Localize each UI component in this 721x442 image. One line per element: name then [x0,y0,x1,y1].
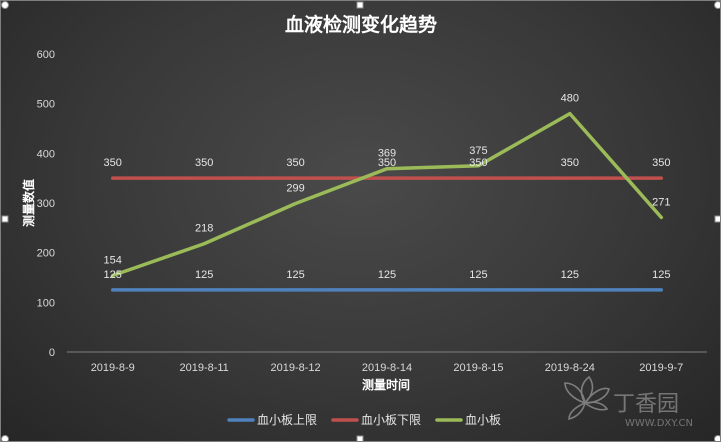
data-label: 125 [652,269,670,281]
resize-handle-bottom-right[interactable] [714,435,721,442]
data-label: 350 [286,157,304,169]
y-tick-label: 400 [37,148,55,160]
dxy-leaf-logo-icon [564,375,610,421]
resize-handle-top-left[interactable] [1,1,9,9]
data-label: 271 [652,196,670,208]
x-tick-label: 2019-8-14 [362,362,412,374]
data-label: 350 [652,157,670,169]
data-label: 299 [286,182,304,194]
resize-handle-left[interactable] [1,215,9,223]
legend-label: 血小板上限 [257,413,317,427]
legend-item-2[interactable]: 血小板 [435,413,501,427]
data-label: 218 [195,223,213,235]
x-tick-label: 2019-8-11 [179,362,228,374]
data-label: 154 [104,255,122,267]
x-axis-ticks: 2019-8-9 2019-8-11 2019-8-12 2019-8-14 2019-… [91,362,684,374]
y-axis-title: 测量数值 [21,179,36,227]
x-tick-label: 2019-8-12 [270,362,320,374]
y-tick-label: 100 [37,297,55,309]
data-label: 125 [286,269,304,281]
data-label: 125 [195,269,213,281]
legend-label: 血小板下限 [361,413,421,427]
watermark-subtext: WWW.DXY.CN [625,418,693,429]
y-tick-label: 500 [37,99,55,111]
y-tick-label: 0 [49,347,55,359]
data-label: 350 [378,157,396,169]
y-axis-ticks: 0 100 200 300 400 500 600 [37,49,55,359]
x-tick-label: 2019-8-24 [545,362,595,374]
data-label: 125 [378,269,396,281]
data-label: 350 [195,157,213,169]
data-label: 125 [469,269,487,281]
data-label: 125 [561,269,579,281]
x-axis-title: 测量时间 [362,377,410,392]
resize-handle-bottom-left[interactable] [1,435,9,442]
series-layer [110,111,664,292]
x-tick-label: 2019-8-9 [91,362,135,374]
data-label: 480 [561,93,579,105]
y-tick-label: 300 [37,198,55,210]
series-line-2[interactable] [110,111,664,278]
watermark-text: 丁香园 [613,392,679,417]
y-tick-label: 600 [37,49,55,61]
data-label: 350 [469,157,487,169]
resize-handle-right[interactable] [714,215,721,223]
x-tick-label: 2019-8-15 [453,362,503,374]
y-tick-label: 200 [37,248,55,260]
legend-label: 血小板 [465,413,501,427]
data-label: 369 [378,148,396,160]
resize-handle-top[interactable] [356,1,364,9]
resize-handle-top-right[interactable] [714,1,721,9]
x-tick-label: 2019-9-7 [639,362,683,374]
resize-handle-bottom[interactable] [356,435,364,442]
legend-item-0[interactable]: 血小板上限 [227,413,317,427]
legend[interactable]: 血小板上限 血小板下限 血小板 [227,413,501,427]
data-label: 350 [561,157,579,169]
data-label: 375 [469,145,487,157]
watermark: 丁香园 WWW.DXY.CN [564,375,693,429]
data-label: 350 [104,157,122,169]
legend-item-1[interactable]: 血小板下限 [331,413,421,427]
chart-title: 血液检测变化趋势 [285,13,437,36]
data-label: 125 [104,269,122,281]
